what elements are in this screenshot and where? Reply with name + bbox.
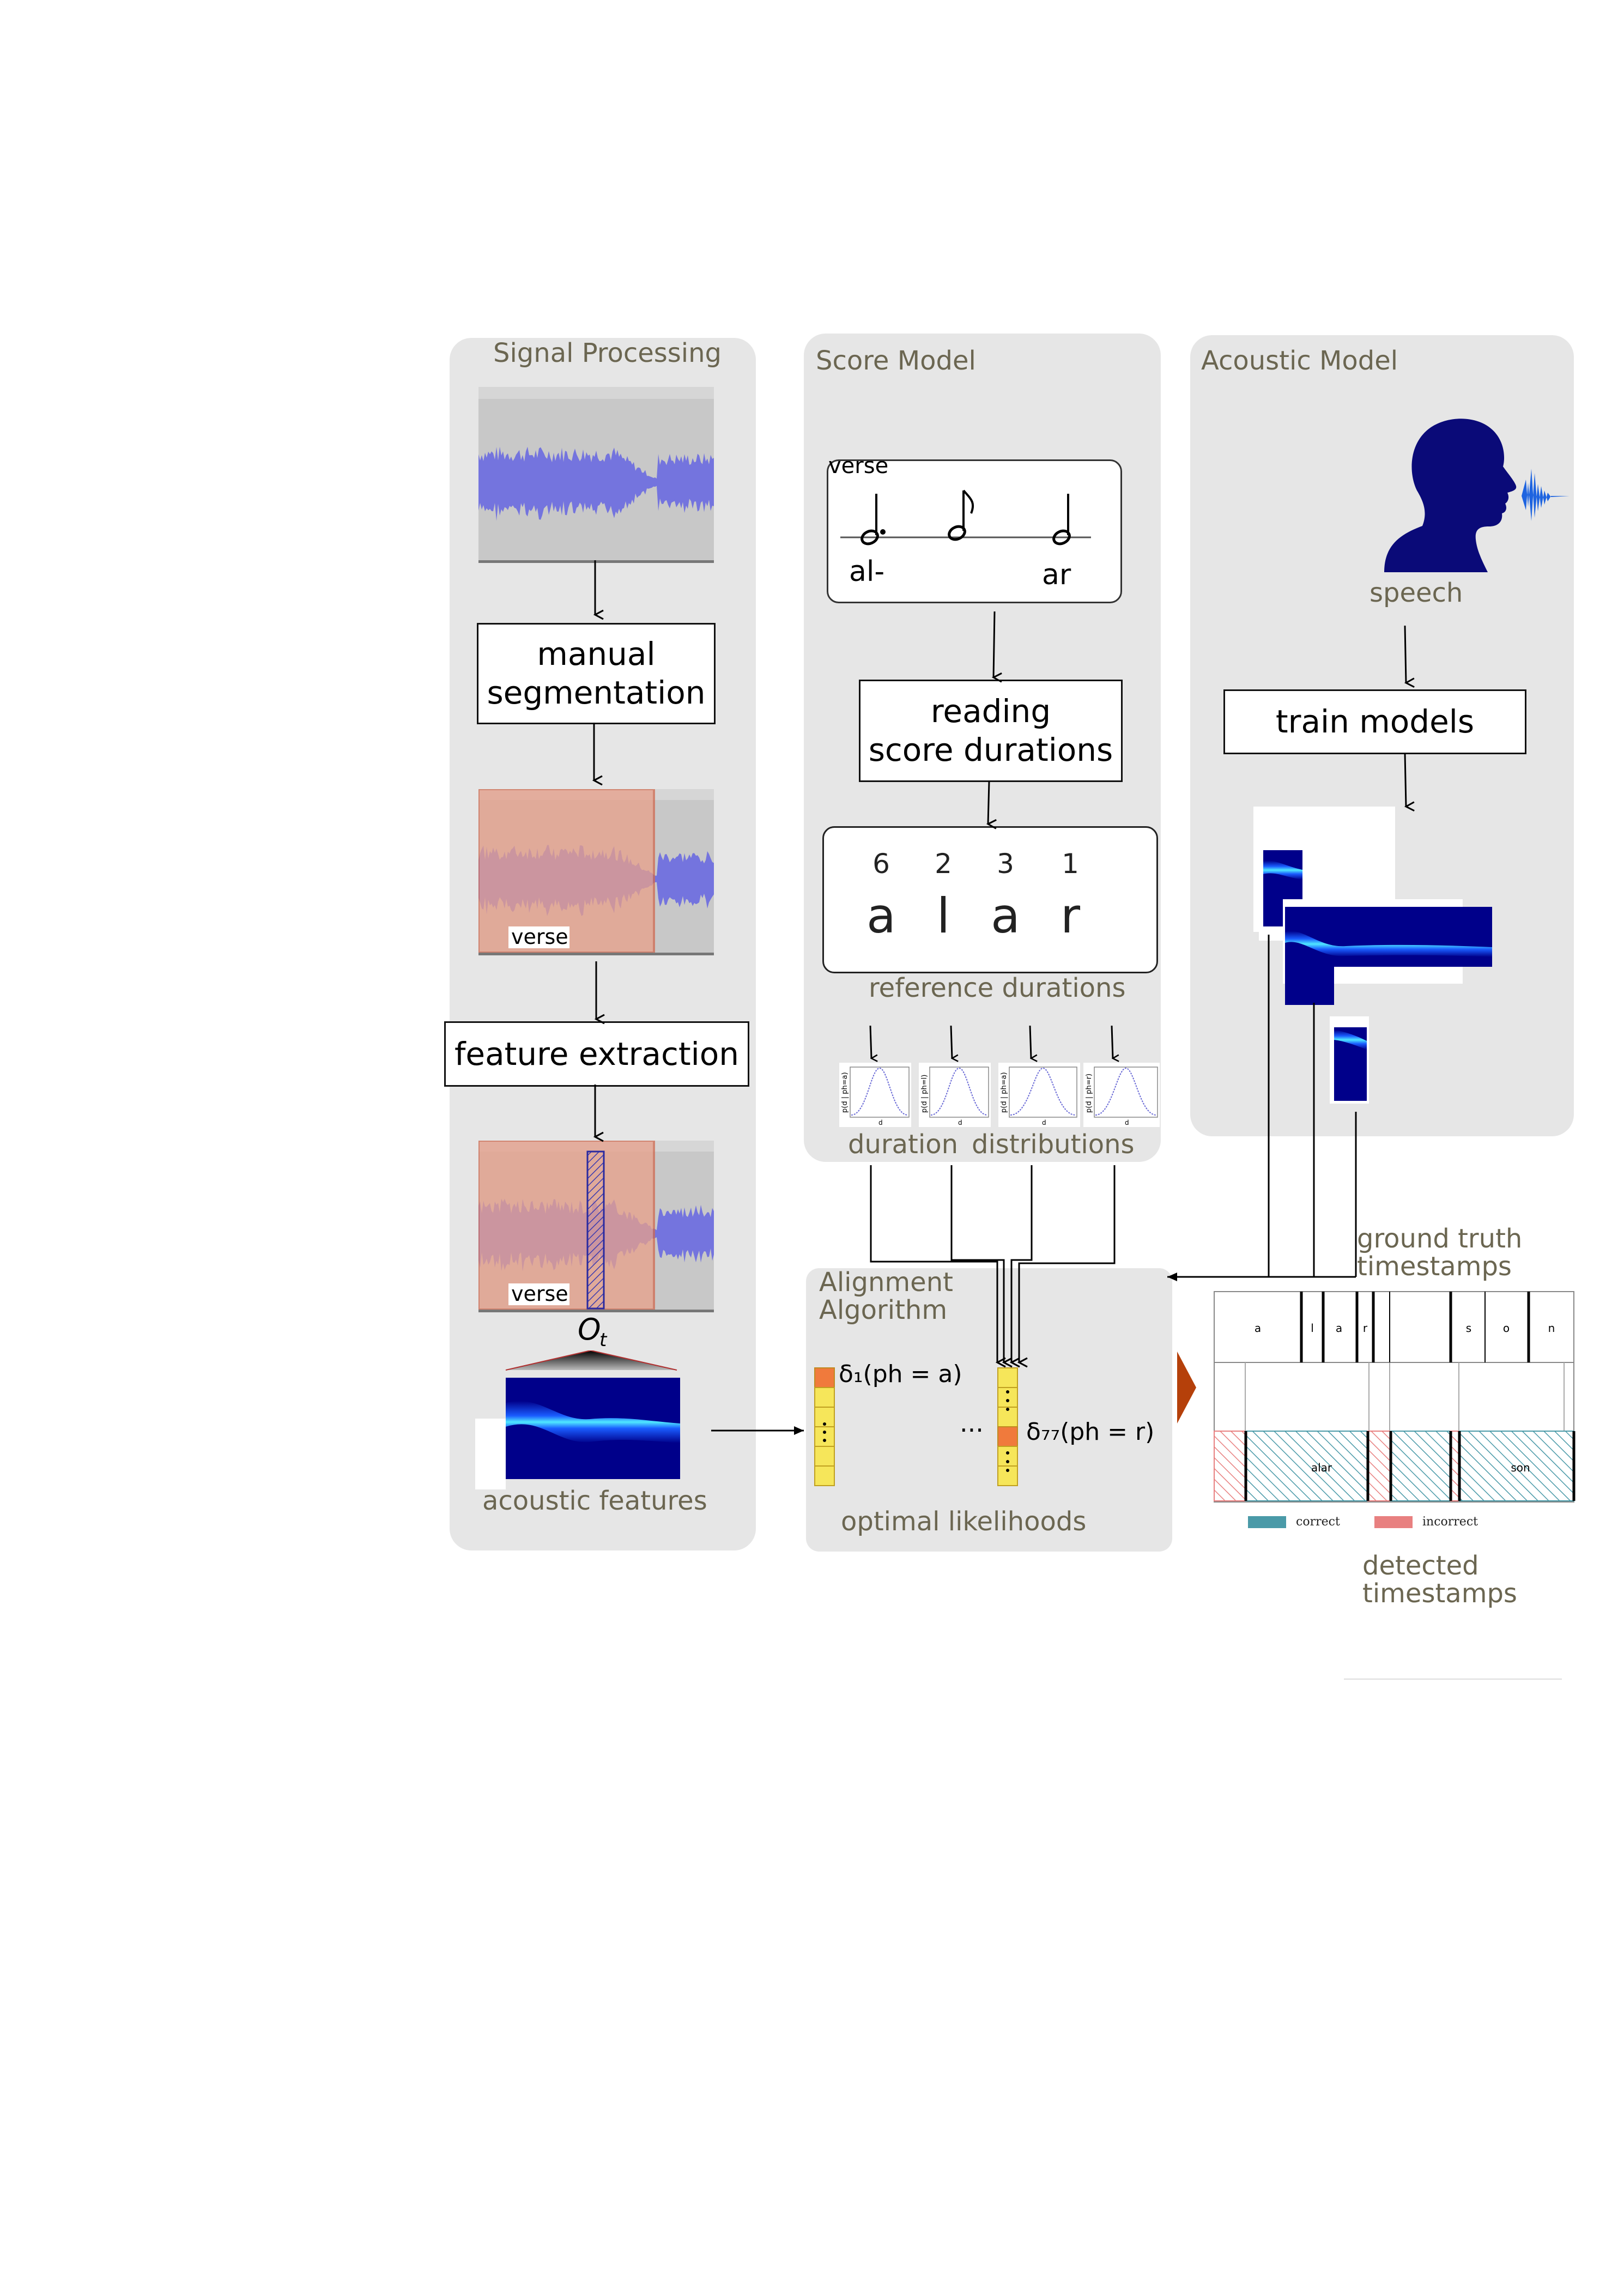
phoneme-3: a bbox=[991, 888, 1020, 944]
segment-verse-label: verse bbox=[511, 925, 568, 949]
reference-durations-box: 6 2 3 1 a l a r bbox=[822, 826, 1158, 973]
optimal-likelihoods-caption: optimal likelihoods bbox=[841, 1506, 1087, 1537]
frame-symbol-o: O bbox=[578, 1312, 601, 1347]
speech-caption: speech bbox=[1370, 578, 1463, 608]
duration-3: 3 bbox=[997, 848, 1014, 880]
phoneme-row-n: n bbox=[1548, 1322, 1555, 1335]
detected-caption-2: timestamps bbox=[1362, 1578, 1517, 1609]
likelihood-vectors: δ₁(ph = a) ··· δ₇₇(ph = r) bbox=[814, 1360, 1154, 1486]
reference-durations-table: 6 2 3 1 a l a r bbox=[866, 848, 1081, 944]
dist-xlabel-r: d bbox=[1125, 1119, 1129, 1126]
legend-correct-label: correct bbox=[1296, 1515, 1340, 1529]
phoneme-4: r bbox=[1061, 888, 1081, 944]
manual-segmentation-label: manual segmentation bbox=[487, 635, 706, 711]
waveform-framed: verse bbox=[478, 1141, 714, 1312]
footer-rule bbox=[1344, 1679, 1562, 1680]
alignment-title-line1: Alignment bbox=[819, 1267, 953, 1298]
reading-score-durations-label: reading score durations bbox=[868, 693, 1113, 768]
trained-model-spectrograms bbox=[1253, 807, 1492, 1104]
framed-verse-label: verse bbox=[511, 1282, 568, 1306]
duration-1: 6 bbox=[872, 848, 890, 880]
legend-correct-swatch bbox=[1248, 1516, 1286, 1528]
timestamp-alignment-chart: a l a r s o n alar son bbox=[1177, 1291, 1575, 1503]
phoneme-row-s: s bbox=[1466, 1322, 1471, 1335]
feature-extraction-box: feature extraction bbox=[444, 1021, 749, 1087]
reading-score-durations-box: reading score durations bbox=[859, 680, 1123, 782]
waveform-raw-graphic bbox=[478, 387, 714, 521]
legend-incorrect-swatch bbox=[1374, 1516, 1413, 1528]
dist-xlabel-l: d bbox=[958, 1119, 962, 1126]
distribution-plot-a2: p(d | ph=a) d bbox=[998, 1063, 1080, 1127]
delta-77-label: δ₇₇(ph = r) bbox=[1026, 1418, 1154, 1446]
train-models-label: train models bbox=[1275, 703, 1475, 741]
acoustic-feature-spectrogram bbox=[475, 1350, 680, 1489]
duration-distribution-plots: p(d | ph=a) d p(d | ph=l) d p(d | ph=a) … bbox=[839, 1025, 1160, 1127]
dist-xlabel-a2: d bbox=[1042, 1119, 1046, 1126]
analysis-frame bbox=[586, 1150, 605, 1310]
waveform-segmented-graphic: verse bbox=[478, 789, 714, 953]
ellipsis: ··· bbox=[960, 1415, 984, 1445]
score-model-title: Score Model bbox=[816, 346, 976, 376]
score-verse-label: verse bbox=[828, 461, 888, 478]
waveform-segmented: verse bbox=[478, 789, 714, 955]
reference-durations-caption: reference durations bbox=[869, 973, 1126, 1003]
score-excerpt: verse al- ar bbox=[827, 453, 1122, 603]
phoneme-row-r: r bbox=[1363, 1322, 1368, 1335]
train-models-box: train models bbox=[1223, 689, 1526, 754]
phoneme-row-o: o bbox=[1503, 1322, 1510, 1335]
feature-extraction-label: feature extraction bbox=[455, 1035, 739, 1073]
distribution-plot-a: p(d | ph=a) d bbox=[839, 1063, 911, 1127]
legend-incorrect-label: incorrect bbox=[1422, 1515, 1478, 1529]
syllable-ar: ar bbox=[1042, 559, 1071, 591]
delta-1-label: δ₁(ph = a) bbox=[839, 1360, 962, 1388]
dist-ylabel-l: p(d | ph=l) bbox=[920, 1075, 929, 1113]
score-notation: verse al- ar bbox=[828, 453, 1099, 601]
dist-xlabel-a: d bbox=[878, 1119, 883, 1126]
syllable-son: son bbox=[1511, 1461, 1530, 1474]
acoustic-model-title: Acoustic Model bbox=[1201, 346, 1398, 376]
frame-symbol: O t bbox=[578, 1312, 608, 1350]
signal-processing-title: Signal Processing bbox=[493, 338, 722, 368]
acoustic-features-caption: acoustic features bbox=[482, 1486, 707, 1516]
phoneme-1: a bbox=[866, 888, 896, 944]
frame-symbol-sub: t bbox=[599, 1329, 608, 1350]
phoneme-row-l: l bbox=[1311, 1322, 1314, 1335]
detected-syllable-row: alar son bbox=[1214, 1431, 1575, 1501]
waveform-raw bbox=[478, 387, 714, 563]
dist-ylabel-a: p(d | ph=a) bbox=[841, 1072, 849, 1113]
dist-ylabel-r: p(d | ph=r) bbox=[1085, 1074, 1093, 1113]
distribution-plot-r: p(d | ph=r) d bbox=[1083, 1063, 1160, 1127]
duration-4: 1 bbox=[1062, 848, 1079, 880]
likelihood-vector-77 bbox=[997, 1367, 1018, 1486]
waveform-framed-graphic: verse bbox=[478, 1141, 714, 1310]
detected-caption-1: detected bbox=[1362, 1550, 1479, 1581]
duration-caption: duration bbox=[848, 1129, 958, 1160]
distribution-plot-l: p(d | ph=l) d bbox=[919, 1063, 991, 1127]
phoneme-row-a2: a bbox=[1336, 1322, 1342, 1335]
ground-truth-caption-2: timestamps bbox=[1357, 1251, 1512, 1282]
dist-ylabel-a2: p(d | ph=a) bbox=[1000, 1072, 1008, 1113]
manual-segmentation-box: manual segmentation bbox=[477, 623, 716, 724]
distributions-caption: distributions bbox=[972, 1129, 1135, 1160]
ground-truth-caption-1: ground truth bbox=[1357, 1223, 1523, 1254]
output-arrow-icon bbox=[1177, 1352, 1196, 1423]
ground-truth-phoneme-row: a l a r s o n bbox=[1255, 1292, 1555, 1362]
phoneme-row-a1: a bbox=[1255, 1322, 1261, 1335]
alignment-title-line2: Algorithm bbox=[819, 1295, 948, 1325]
syllable-alar: alar bbox=[1311, 1461, 1332, 1474]
likelihood-vector-1 bbox=[814, 1367, 835, 1486]
syllable-al: al- bbox=[849, 555, 884, 588]
phoneme-2: l bbox=[937, 888, 950, 944]
duration-2: 2 bbox=[935, 848, 952, 880]
speaker-head-icon bbox=[1384, 419, 1570, 572]
